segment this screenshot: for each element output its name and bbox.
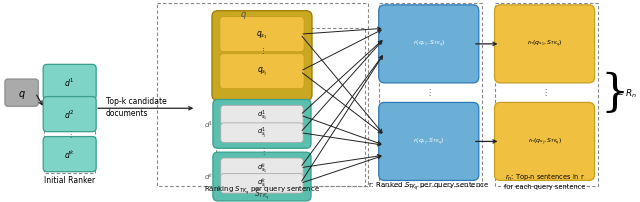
Text: $d^1_{s_j}$: $d^1_{s_j}$ xyxy=(257,125,267,141)
FancyBboxPatch shape xyxy=(495,6,595,83)
Text: $d^k$: $d^k$ xyxy=(204,171,214,182)
Text: $d^k_{s_j}$: $d^k_{s_j}$ xyxy=(257,176,267,191)
FancyBboxPatch shape xyxy=(221,123,303,143)
Text: $\vdots$: $\vdots$ xyxy=(426,87,432,98)
FancyBboxPatch shape xyxy=(221,106,303,125)
Text: $\vdots$: $\vdots$ xyxy=(259,145,265,156)
Text: $q_{s_j}$: $q_{s_j}$ xyxy=(257,66,268,78)
FancyBboxPatch shape xyxy=(221,158,303,178)
FancyBboxPatch shape xyxy=(43,97,96,132)
FancyBboxPatch shape xyxy=(213,152,311,201)
Text: $d^1$: $d^1$ xyxy=(65,76,75,89)
Text: $S_{TK_q}$: $S_{TK_q}$ xyxy=(254,187,270,201)
Text: q: q xyxy=(19,88,25,98)
Text: $d^1_{s_1}$: $d^1_{s_1}$ xyxy=(257,108,267,123)
Text: $\vdots$: $\vdots$ xyxy=(67,128,73,139)
FancyBboxPatch shape xyxy=(379,6,479,83)
Text: $r_n(q_{s_1},S_{TK_q})$: $r_n(q_{s_1},S_{TK_q})$ xyxy=(527,39,562,50)
Text: $d^1$: $d^1$ xyxy=(204,119,214,130)
FancyBboxPatch shape xyxy=(220,17,304,52)
FancyBboxPatch shape xyxy=(43,65,96,100)
Text: r: Ranked $S_{TK_q}$ per query sentence: r: Ranked $S_{TK_q}$ per query sentence xyxy=(368,180,490,192)
Text: $d^k$: $d^k$ xyxy=(64,148,75,161)
FancyBboxPatch shape xyxy=(43,137,96,172)
FancyBboxPatch shape xyxy=(379,103,479,181)
Bar xyxy=(495,4,598,186)
FancyBboxPatch shape xyxy=(220,54,304,89)
FancyBboxPatch shape xyxy=(221,174,303,193)
Text: $q_{s_1}$: $q_{s_1}$ xyxy=(256,29,268,41)
Text: q: q xyxy=(241,10,246,19)
FancyBboxPatch shape xyxy=(5,80,38,107)
FancyBboxPatch shape xyxy=(212,12,312,101)
Bar xyxy=(44,66,95,173)
Text: $\vdots$: $\vdots$ xyxy=(259,46,265,55)
Bar xyxy=(216,29,365,186)
FancyBboxPatch shape xyxy=(213,100,311,148)
Text: $d^2$: $d^2$ xyxy=(65,108,75,121)
Text: $= R_n$: $= R_n$ xyxy=(614,87,637,99)
Text: $r(q_{s_1},S_{TK_q})$: $r(q_{s_1},S_{TK_q})$ xyxy=(413,39,445,50)
Text: $r(q_{s_j},S_{TK_q})$: $r(q_{s_j},S_{TK_q})$ xyxy=(413,136,444,147)
Text: $r_n$: Top-n sentences in r
for each query sentence: $r_n$: Top-n sentences in r for each que… xyxy=(504,172,586,189)
Bar xyxy=(379,4,482,186)
Text: $r_n(q_{s_j},S_{TK_q})$: $r_n(q_{s_j},S_{TK_q})$ xyxy=(527,136,561,147)
Text: $\vdots$: $\vdots$ xyxy=(541,87,548,98)
Text: }: } xyxy=(600,72,629,115)
FancyBboxPatch shape xyxy=(495,103,595,181)
Text: Ranking $S_{TK_q}$ per query sentence: Ranking $S_{TK_q}$ per query sentence xyxy=(204,184,320,196)
Text: $d^k_{s_1}$: $d^k_{s_1}$ xyxy=(257,161,267,175)
Text: Top-k candidate
documents: Top-k candidate documents xyxy=(106,96,166,117)
Bar xyxy=(157,4,368,186)
Text: Initial Ranker: Initial Ranker xyxy=(44,175,95,184)
